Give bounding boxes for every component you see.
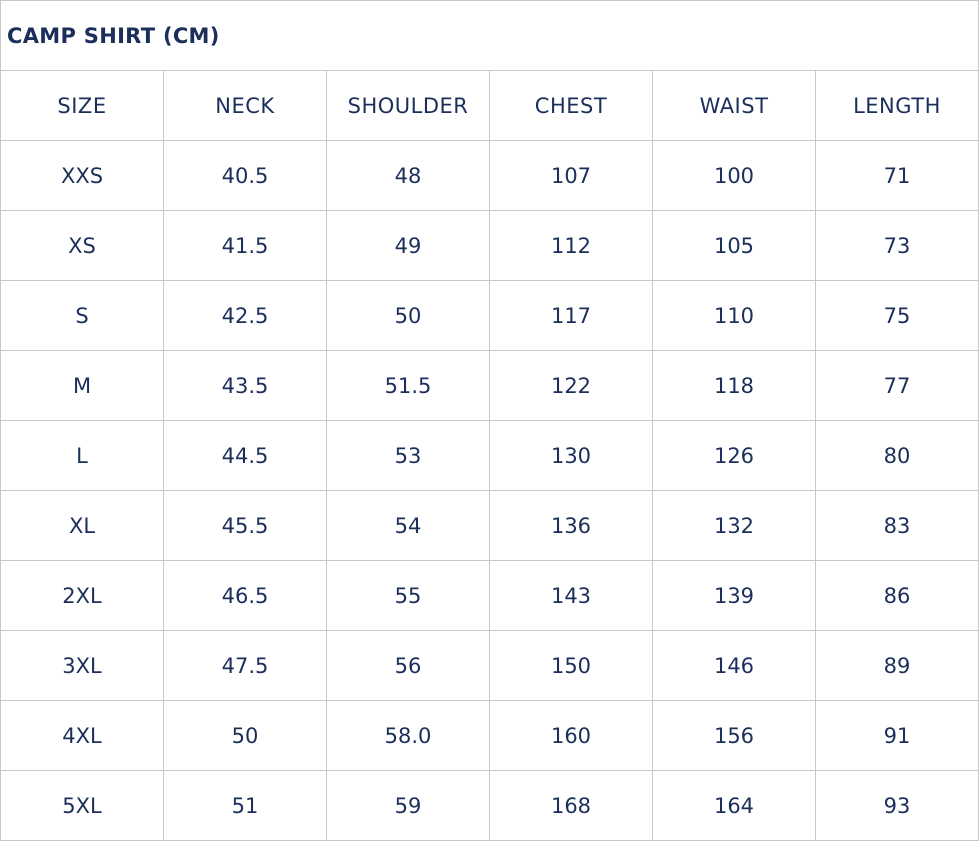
cell-length: 93 <box>815 770 979 841</box>
cell-size: XS <box>0 210 164 281</box>
cell-size: 5XL <box>0 770 164 841</box>
table-row: 2XL 46.5 55 143 139 86 <box>0 560 979 631</box>
cell-size: M <box>0 350 164 421</box>
cell-length: 75 <box>815 280 979 351</box>
cell-waist: 132 <box>652 490 816 561</box>
cell-chest: 122 <box>489 350 653 421</box>
table-row: S 42.5 50 117 110 75 <box>0 280 979 351</box>
column-header-chest: CHEST <box>489 70 653 141</box>
cell-length: 80 <box>815 420 979 491</box>
cell-length: 86 <box>815 560 979 631</box>
cell-size: L <box>0 420 164 491</box>
cell-size: XXS <box>0 140 164 211</box>
cell-size: 2XL <box>0 560 164 631</box>
cell-shoulder: 59 <box>326 770 490 841</box>
cell-shoulder: 49 <box>326 210 490 281</box>
cell-chest: 160 <box>489 700 653 771</box>
cell-shoulder: 51.5 <box>326 350 490 421</box>
table-body: XXS 40.5 48 107 100 71 XS 41.5 49 112 105 73 S 42.5 50… <box>0 140 979 841</box>
column-header-waist: WAIST <box>652 70 816 141</box>
cell-neck: 40.5 <box>163 140 327 211</box>
cell-chest: 150 <box>489 630 653 701</box>
cell-size: S <box>0 280 164 351</box>
cell-waist: 146 <box>652 630 816 701</box>
cell-length: 83 <box>815 490 979 561</box>
table-row: 3XL 47.5 56 150 146 89 <box>0 630 979 701</box>
cell-waist: 126 <box>652 420 816 491</box>
cell-neck: 46.5 <box>163 560 327 631</box>
cell-shoulder: 48 <box>326 140 490 211</box>
cell-waist: 100 <box>652 140 816 211</box>
cell-chest: 168 <box>489 770 653 841</box>
cell-waist: 164 <box>652 770 816 841</box>
cell-chest: 117 <box>489 280 653 351</box>
cell-neck: 44.5 <box>163 420 327 491</box>
cell-waist: 105 <box>652 210 816 281</box>
cell-shoulder: 56 <box>326 630 490 701</box>
cell-shoulder: 54 <box>326 490 490 561</box>
cell-shoulder: 58.0 <box>326 700 490 771</box>
table-row: M 43.5 51.5 122 118 77 <box>0 350 979 421</box>
cell-size: 4XL <box>0 700 164 771</box>
cell-neck: 43.5 <box>163 350 327 421</box>
column-header-neck: NECK <box>163 70 327 141</box>
cell-shoulder: 53 <box>326 420 490 491</box>
table-title: CAMP SHIRT (CM) <box>0 0 979 71</box>
table-row: XS 41.5 49 112 105 73 <box>0 210 979 281</box>
cell-waist: 139 <box>652 560 816 631</box>
cell-neck: 41.5 <box>163 210 327 281</box>
cell-waist: 110 <box>652 280 816 351</box>
cell-chest: 143 <box>489 560 653 631</box>
cell-length: 71 <box>815 140 979 211</box>
cell-chest: 112 <box>489 210 653 281</box>
column-header-shoulder: SHOULDER <box>326 70 490 141</box>
cell-neck: 50 <box>163 700 327 771</box>
cell-length: 73 <box>815 210 979 281</box>
cell-length: 77 <box>815 350 979 421</box>
table-row: XL 45.5 54 136 132 83 <box>0 490 979 561</box>
cell-chest: 107 <box>489 140 653 211</box>
cell-length: 89 <box>815 630 979 701</box>
table-row: 4XL 50 58.0 160 156 91 <box>0 700 979 771</box>
cell-waist: 156 <box>652 700 816 771</box>
cell-shoulder: 55 <box>326 560 490 631</box>
cell-size: XL <box>0 490 164 561</box>
cell-neck: 42.5 <box>163 280 327 351</box>
header-row: SIZE NECK SHOULDER CHEST WAIST LENGTH <box>0 70 979 141</box>
table-row: XXS 40.5 48 107 100 71 <box>0 140 979 211</box>
column-header-length: LENGTH <box>815 70 979 141</box>
cell-length: 91 <box>815 700 979 771</box>
cell-neck: 45.5 <box>163 490 327 561</box>
cell-chest: 136 <box>489 490 653 561</box>
column-header-size: SIZE <box>0 70 164 141</box>
cell-size: 3XL <box>0 630 164 701</box>
title-row: CAMP SHIRT (CM) <box>0 0 979 71</box>
cell-chest: 130 <box>489 420 653 491</box>
table-row: L 44.5 53 130 126 80 <box>0 420 979 491</box>
cell-neck: 47.5 <box>163 630 327 701</box>
cell-neck: 51 <box>163 770 327 841</box>
table-row: 5XL 51 59 168 164 93 <box>0 770 979 841</box>
cell-waist: 118 <box>652 350 816 421</box>
cell-shoulder: 50 <box>326 280 490 351</box>
